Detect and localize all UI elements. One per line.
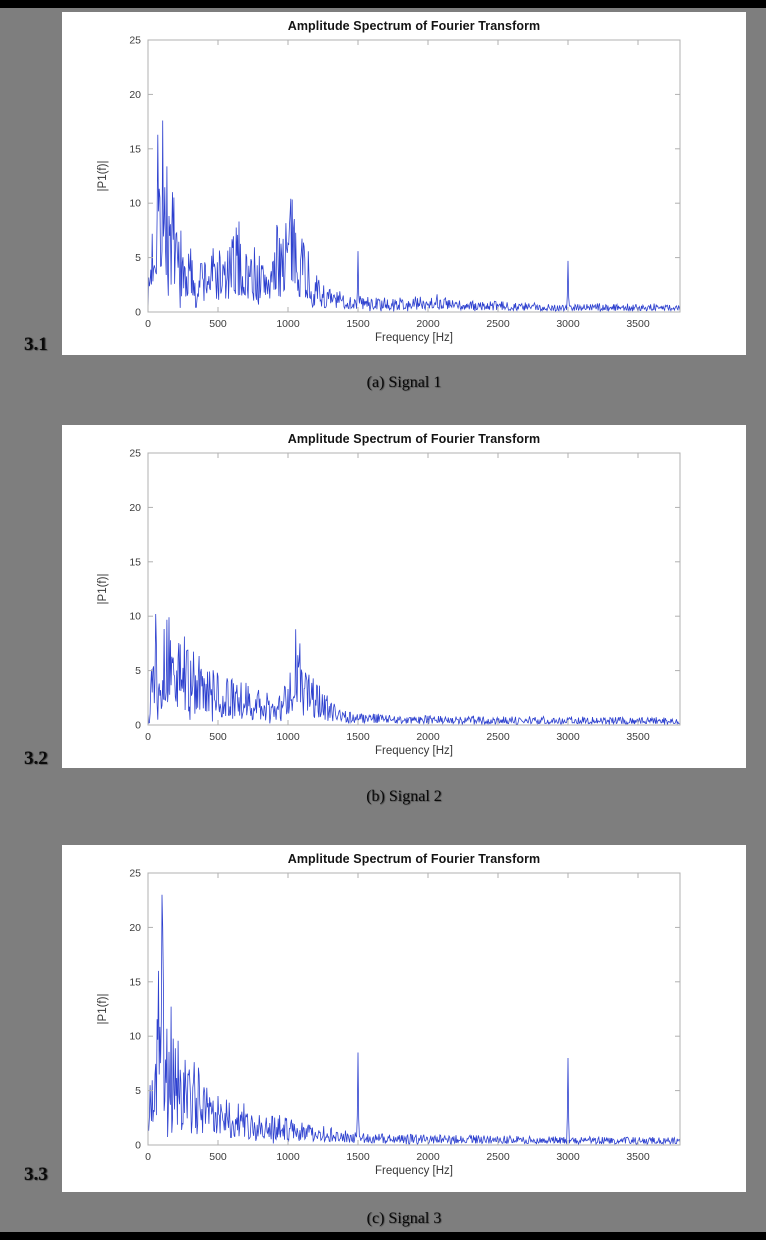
y-tick-label: 10 — [129, 198, 141, 210]
figure-panel-2: 0 500 1000 1500 2000 2500 3000 3500 0 5 10 15 20 25 A… — [62, 425, 746, 768]
x-tick-label: 500 — [209, 731, 227, 743]
y-tick-label: 5 — [135, 252, 141, 264]
x-tick-label: 2000 — [416, 1151, 440, 1163]
x-tick-label: 3500 — [626, 318, 650, 330]
y-axis-label: |P1(f)| — [97, 573, 109, 605]
y-axis-label: |P1(f)| — [97, 993, 109, 1025]
y-tick-label: 5 — [135, 1085, 141, 1097]
x-tick-label: 2500 — [486, 731, 510, 743]
y-tick-label: 15 — [129, 143, 141, 155]
amplitude-spectrum-chart-3: 0 500 1000 1500 2000 2500 3000 3500 0 5 10 15 20 25 — [129, 868, 681, 1163]
axes-box — [147, 452, 681, 726]
x-tick-label: 1500 — [346, 318, 370, 330]
y-tick-label: 5 — [135, 665, 141, 677]
spectrum-line — [147, 120, 681, 313]
chart-title: Amplitude Spectrum of Fourier Transform — [287, 852, 541, 866]
y-tick-label: 15 — [129, 556, 141, 568]
x-tick-label: 500 — [209, 1151, 227, 1163]
y-tick-label: 20 — [129, 502, 141, 514]
y-axis-label: |P1(f)| — [97, 160, 109, 192]
spectrum-line — [147, 613, 680, 726]
y-tick-label: 25 — [129, 868, 141, 880]
x-tick-label: 1500 — [346, 1151, 370, 1163]
x-tick-label: 3500 — [626, 731, 650, 743]
x-tick-label: 500 — [209, 318, 227, 330]
top-border — [0, 0, 766, 8]
y-tick-label: 20 — [129, 922, 141, 934]
y-tick-label: 0 — [135, 1140, 141, 1152]
y-tick-label: 10 — [129, 1031, 141, 1043]
figure-caption-b: (b) Signal 2 — [366, 788, 442, 805]
spectrum-line — [148, 894, 681, 1146]
figure-panel-1: 0 500 1000 1500 2000 2500 3000 3500 0 5 10 15 20 25 A… — [62, 12, 746, 355]
figure-caption-c: (c) Signal 3 — [366, 1210, 442, 1227]
y-tick-label: 20 — [129, 89, 141, 101]
x-tick-label: 3000 — [556, 318, 580, 330]
x-axis-label: Frequency [Hz] — [375, 1165, 453, 1177]
y-tick-label: 0 — [135, 307, 141, 319]
amplitude-spectrum-chart-2: 0 500 1000 1500 2000 2500 3000 3500 0 5 10 15 20 25 — [129, 448, 681, 743]
x-tick-label: 3000 — [556, 1151, 580, 1163]
x-axis-label: Frequency [Hz] — [375, 332, 453, 344]
section-number-3-2: 3.2 — [24, 748, 48, 769]
x-tick-label: 0 — [145, 1151, 151, 1163]
x-tick-label: 1500 — [346, 731, 370, 743]
x-tick-label: 0 — [145, 318, 151, 330]
y-tick-label: 0 — [135, 720, 141, 732]
x-tick-label: 1000 — [276, 731, 300, 743]
x-tick-label: 2000 — [416, 731, 440, 743]
axes-box — [147, 39, 681, 313]
x-tick-label: 0 — [145, 731, 151, 743]
x-tick-label: 3500 — [626, 1151, 650, 1163]
chart-title: Amplitude Spectrum of Fourier Transform — [287, 19, 541, 33]
x-tick-label: 1000 — [276, 1151, 300, 1163]
x-tick-label: 3000 — [556, 731, 580, 743]
section-number-3-1: 3.1 — [24, 334, 48, 355]
y-tick-label: 25 — [129, 35, 141, 47]
figure-panel-3: 0 500 1000 1500 2000 2500 3000 3500 0 5 10 15 20 25 A… — [62, 845, 746, 1192]
chart-title: Amplitude Spectrum of Fourier Transform — [287, 432, 541, 446]
x-axis-label: Frequency [Hz] — [375, 745, 453, 757]
x-tick-label: 2500 — [486, 1151, 510, 1163]
bottom-border — [0, 1232, 766, 1240]
axes-box — [147, 872, 681, 1146]
x-tick-label: 2500 — [486, 318, 510, 330]
figure-caption-a: (a) Signal 1 — [366, 374, 442, 391]
y-tick-label: 25 — [129, 448, 141, 460]
amplitude-spectrum-chart-1: 0 500 1000 1500 2000 2500 3000 3500 0 5 10 15 20 25 — [129, 35, 681, 330]
x-tick-label: 1000 — [276, 318, 300, 330]
y-tick-label: 10 — [129, 611, 141, 623]
y-tick-label: 15 — [129, 976, 141, 988]
x-tick-label: 2000 — [416, 318, 440, 330]
section-number-3-3: 3.3 — [24, 1164, 48, 1185]
